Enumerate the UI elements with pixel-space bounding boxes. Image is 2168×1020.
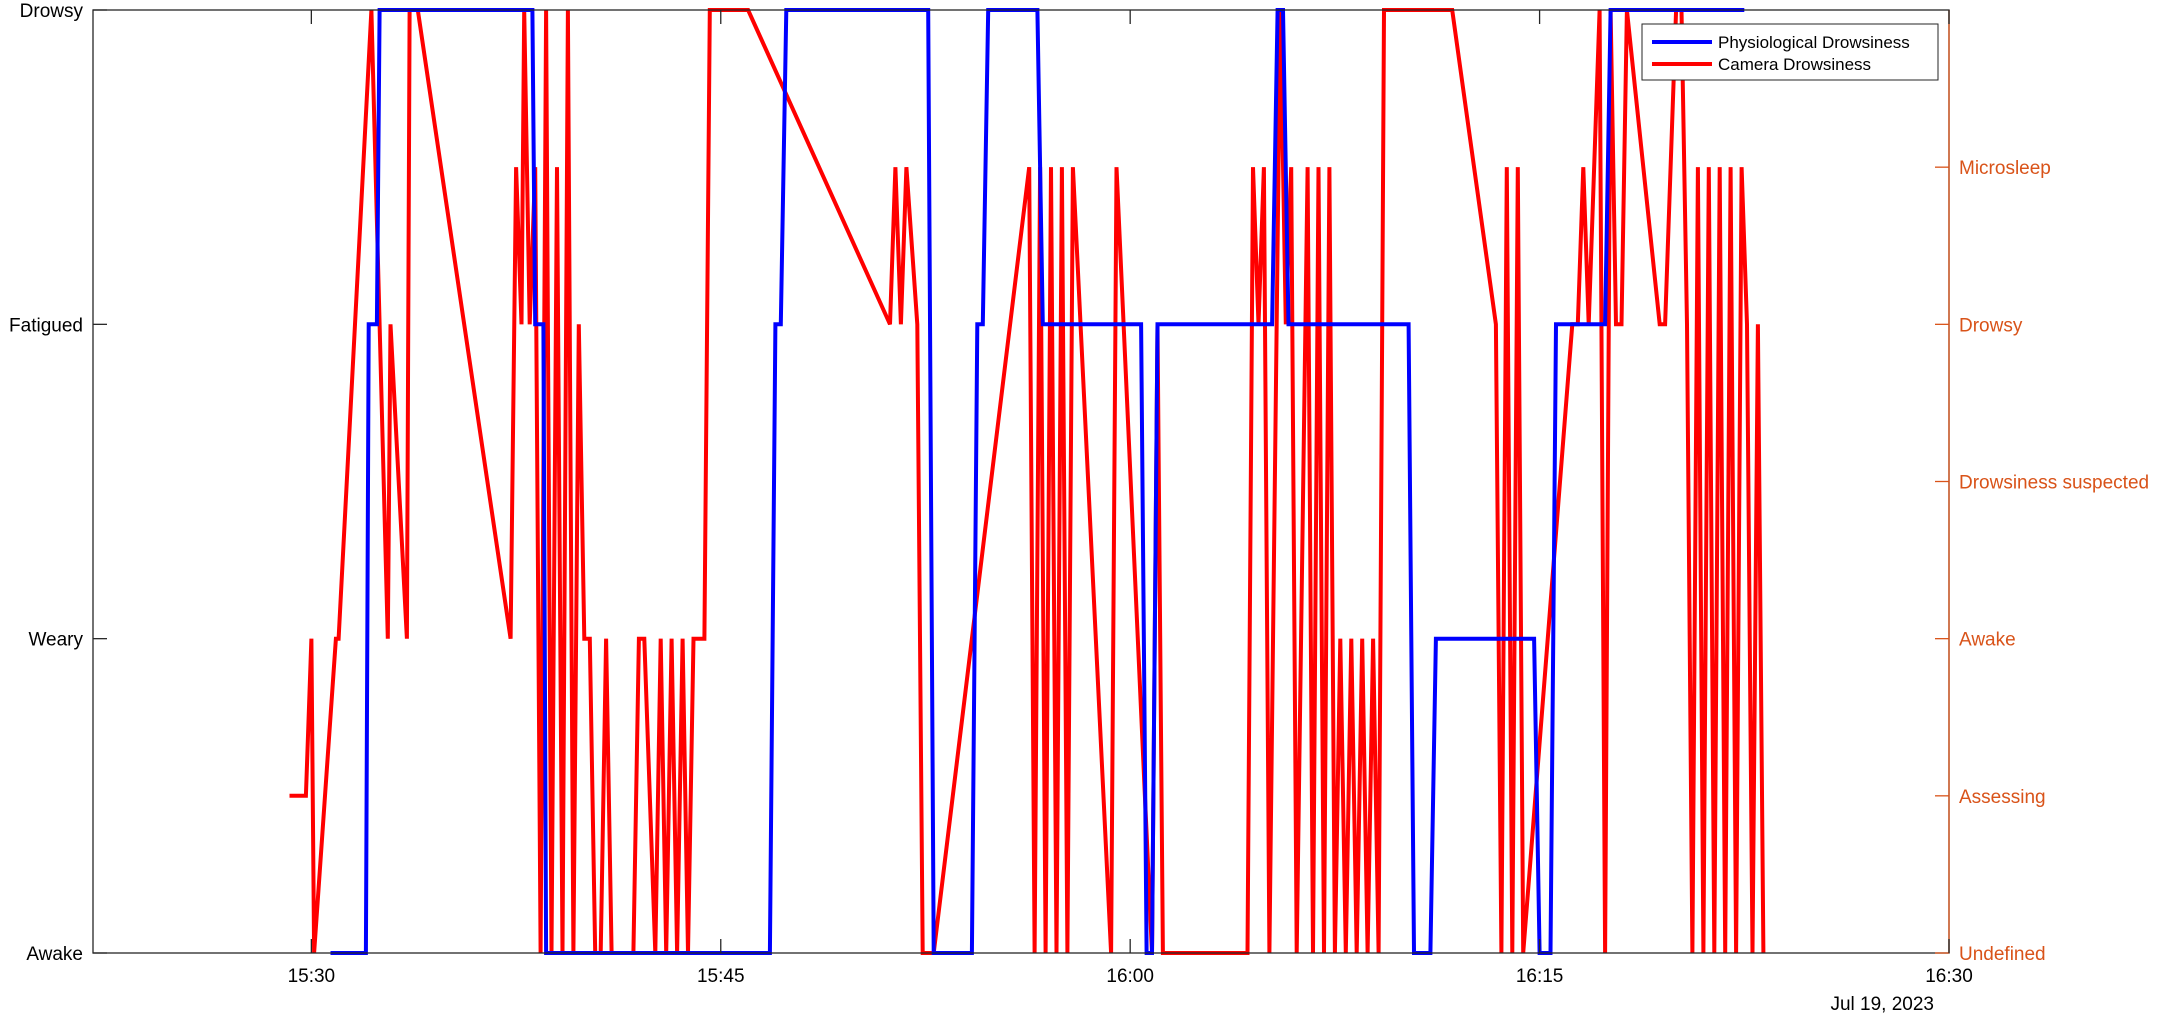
x-tick-label: 16:00 [1106,966,1154,987]
series-camera-drowsiness [289,8,1766,955]
legend-label-physiological: Physiological Drowsiness [1718,33,1910,52]
y-left-tick-label: Drowsy [20,1,84,22]
y-left-tick-label: Fatigued [9,315,83,336]
date-label: Jul 19, 2023 [1830,994,1934,1015]
y-right-tick-label: Assessing [1959,787,2046,808]
x-tick-label: 15:30 [288,966,336,987]
y-right-tick-label: Microsleep [1959,158,2051,179]
series-physiological-drowsiness [330,8,1745,955]
ticks-layer: Awake Weary Fatigued Drowsy Undefined Assessi… [9,1,2149,987]
y-left-tick-label: Awake [26,944,83,965]
legend-box [1641,23,1939,81]
y-right-tick-label: Undefined [1959,944,2046,965]
y-left-tick-label: Weary [28,630,83,651]
series-layer [289,8,1766,955]
y-right-tick-label: Drowsy [1959,315,2023,336]
y-right-tick-label: Awake [1959,630,2016,651]
y-right-tick-label: Drowsiness suspected [1959,473,2149,494]
legend: Physiological Drowsiness Camera Drowsine… [1641,23,1939,81]
x-tick-label: 16:15 [1516,966,1564,987]
x-tick-label: 16:30 [1925,966,1973,987]
x-tick-label: 15:45 [697,966,745,987]
legend-label-camera: Camera Drowsiness [1718,55,1871,74]
